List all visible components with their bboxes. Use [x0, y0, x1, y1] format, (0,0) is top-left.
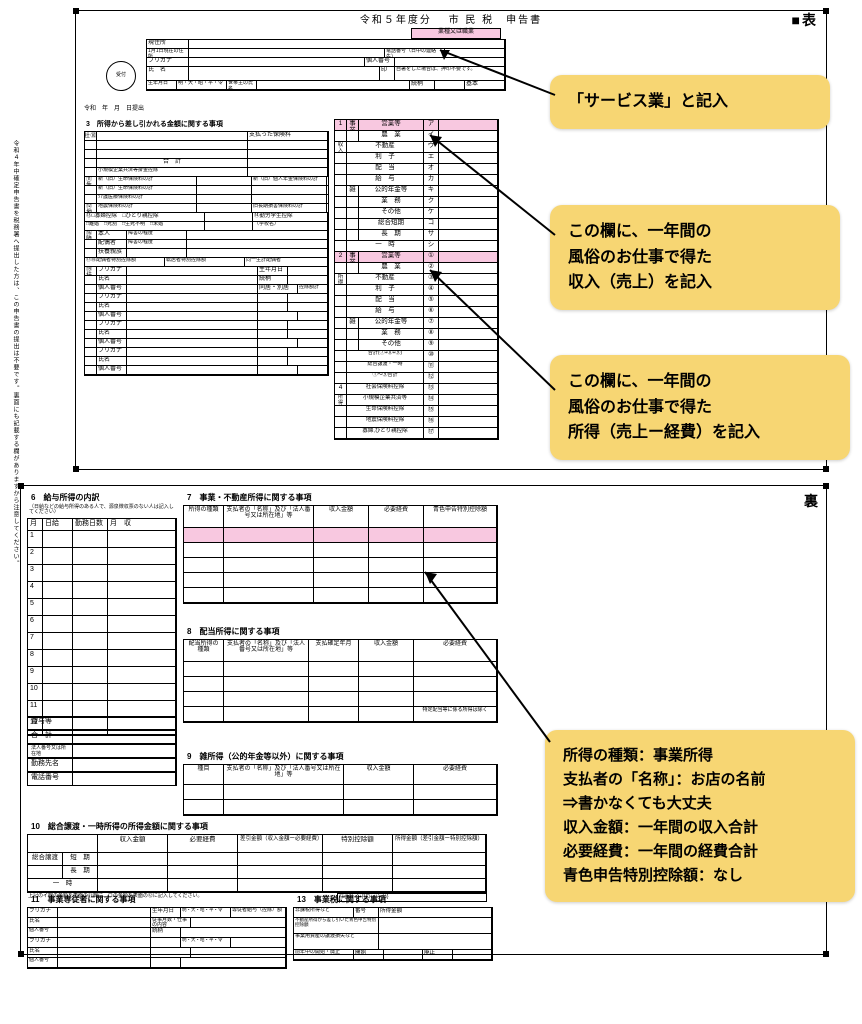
- section-13-biz-tax: 13 事業税に関する事項 非課税所得など番号所得金額 不動産所得から差し引いた青…: [293, 894, 493, 961]
- section-6-salary: 6 給与所得の内訳 （日給などの給与所得のある人で、源泉徴収票のない人は記入して…: [27, 492, 177, 736]
- form-title-row: 令和５年度分 市 民 税 申告書 ■表: [76, 11, 826, 28]
- section-9-misc: 9 雑所得（公的年金等以外）に関する事項 種目支払者の「名称」及び「法人番号又は…: [183, 751, 498, 816]
- occupation-field: 業種又は職業: [411, 28, 501, 39]
- callout-service-industry: 「サービス業」と記入: [550, 75, 830, 129]
- section-3-deductions: 3 所得から差し引かれる金額に関する事項 ⑩社会保険料控除支払った保険料 合 計…: [84, 119, 329, 376]
- tax-title: 市 民 税 申告書: [449, 15, 543, 26]
- section-10-transfer: 10 総合譲渡・一時所得の所得金額に関する事項 収入金額必要経費差引金額（収入金…: [27, 821, 487, 902]
- callout-section7-details: 所得の種類：事業所得 支払者の「名称」：お店の名前 ⇒書かなくても大丈夫 収入金…: [545, 730, 855, 902]
- callout-income-entry: この欄に、一年間の 風俗のお仕事で得た 収入（売上）を記入: [550, 205, 840, 310]
- submit-date: 令和 年 月 日提出: [84, 106, 144, 113]
- callout-profit-entry: この欄に、一年間の 風俗のお仕事で得た 所得（売上ー経費）を記入: [550, 355, 850, 460]
- receipt-stamp-circle: 受付: [106, 61, 136, 91]
- income-column: 1事業営業等ア 農 業イ 収入金額等不動産ウ 利 子エ 配 当オ 給 与カ 雑公…: [334, 119, 499, 440]
- year-label: 令和５年度分: [360, 15, 432, 26]
- page-marker-front: ■表: [792, 13, 818, 28]
- section-8-dividend: 8 配当所得に関する事項 配当所得の種類支払者の「名称」及び「法人番号又は所在地…: [183, 626, 498, 723]
- section-11-dependents: 11 事業専従者に関する事項 フリガナ生年月日明・大・昭・平・令専従者給与（控除…: [27, 894, 287, 969]
- salary-extras: 賞与等 合 計 法人番号又は所在地 勤務先名 電話番号: [27, 716, 177, 786]
- section-7-business: 7 事業・不動産所得に関する事項 所得の種類支払者の「名称」及び「法人番号又は所…: [183, 492, 498, 604]
- header-address-table: 現住所 1月1日現在の住所電話番号（日中の連絡先） フリガナ個人番号 氏 名印自…: [146, 39, 506, 91]
- page-marker-back: 裏: [804, 494, 818, 509]
- side-note-vertical: 令和４年中確定申告書を税務署へ提出した方は、この申告書の提出は不要です。裏面にも…: [8, 140, 20, 567]
